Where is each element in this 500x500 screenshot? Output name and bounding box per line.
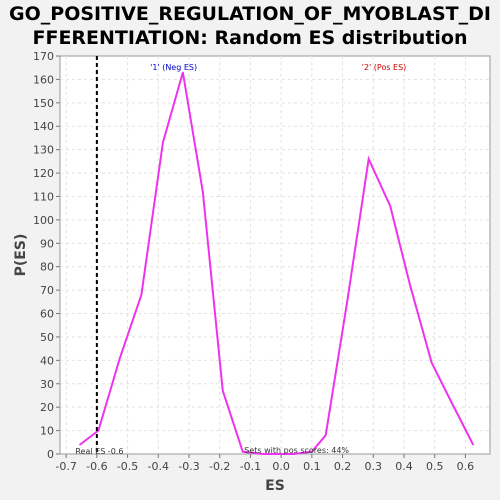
y-axis-ticks: 0 10 20 30 40 50 60 70 80 90 100 110 120 130 140 150 160… (33, 50, 60, 461)
series-point (221, 389, 224, 392)
pos-es-label: '2' (Pos ES) (362, 63, 407, 72)
y-tick-label: 40 (40, 354, 54, 367)
x-tick-label: 0.1 (303, 460, 321, 473)
x-tick-label: -0.3 (178, 460, 199, 473)
series-point (162, 141, 164, 144)
series-line (79, 72, 474, 455)
series-point (472, 443, 474, 446)
series-point (409, 284, 411, 287)
series-point (324, 434, 327, 437)
y-tick-label: 70 (40, 284, 54, 297)
y-tick-label: 120 (33, 167, 54, 180)
y-tick-label: 170 (33, 50, 54, 63)
x-tick-label: -0.5 (117, 460, 138, 473)
y-tick-label: 80 (40, 261, 54, 274)
real-es-value-label: Real ES -0.6 (75, 447, 123, 456)
series-point (346, 301, 348, 303)
series-point (292, 453, 295, 455)
series-point (311, 450, 313, 453)
series-point (367, 158, 370, 160)
x-tick-label: 0.2 (334, 460, 352, 473)
series-point (182, 71, 184, 74)
series-point (241, 450, 244, 453)
x-tick-label: -0.1 (240, 460, 261, 473)
pos-scores-label: Sets with pos scores: 44% (244, 446, 349, 455)
chart-title: GO_POSITIVE_REGULATION_OF_MYOBLAST_DI FF… (0, 2, 500, 50)
series-point (79, 443, 81, 446)
annotation-layer: '1' (Neg ES) '2' (Pos ES) Real ES -0.6 Sets… (75, 56, 406, 456)
y-tick-label: 160 (33, 73, 54, 86)
x-tick-label: 0.4 (395, 460, 413, 473)
y-tick-label: 90 (40, 237, 54, 250)
y-tick-label: 10 (40, 425, 54, 438)
y-tick-label: 60 (40, 308, 54, 321)
series-point (389, 205, 391, 207)
x-tick-label: 0.3 (365, 460, 383, 473)
y-tick-label: 20 (40, 401, 54, 414)
series-point (430, 361, 433, 364)
series-point (202, 190, 204, 193)
y-tick-label: 140 (33, 120, 54, 133)
x-tick-label: -0.4 (148, 460, 169, 473)
x-tick-label: 0.0 (272, 460, 290, 473)
series-point (119, 357, 121, 359)
x-tick-label: -0.6 (86, 460, 107, 473)
plot-area (59, 55, 491, 455)
y-axis-label: P(ES) (13, 234, 29, 277)
x-tick-label: 0.5 (426, 460, 444, 473)
y-tick-label: 30 (40, 378, 54, 391)
chart-title-line-1: GO_POSITIVE_REGULATION_OF_MYOBLAST_DI (9, 3, 491, 25)
x-axis-ticks: -0.7 -0.6 -0.5 -0.4 -0.3 -0.2 -0.1 0.0 0.1 0.2 0.3… (55, 454, 474, 473)
y-tick-label: 0 (47, 448, 54, 461)
x-tick-label: 0.6 (457, 460, 475, 473)
series-layer (79, 71, 474, 455)
series-point (97, 429, 100, 432)
y-tick-label: 110 (33, 190, 54, 203)
x-tick-label: -0.2 (209, 460, 230, 473)
y-tick-label: 150 (33, 97, 54, 110)
neg-es-label: '1' (Neg ES) (150, 63, 197, 72)
series-point (450, 401, 453, 404)
series-point (140, 294, 143, 296)
series-point (261, 453, 264, 455)
y-tick-label: 130 (33, 144, 54, 157)
x-axis-label: ES (265, 478, 285, 494)
y-tick-label: 50 (40, 331, 54, 344)
chart-title-line-2: FFERENTIATION: Random ES distribution (32, 27, 468, 49)
x-tick-label: -0.7 (55, 460, 76, 473)
y-tick-label: 100 (33, 214, 54, 227)
